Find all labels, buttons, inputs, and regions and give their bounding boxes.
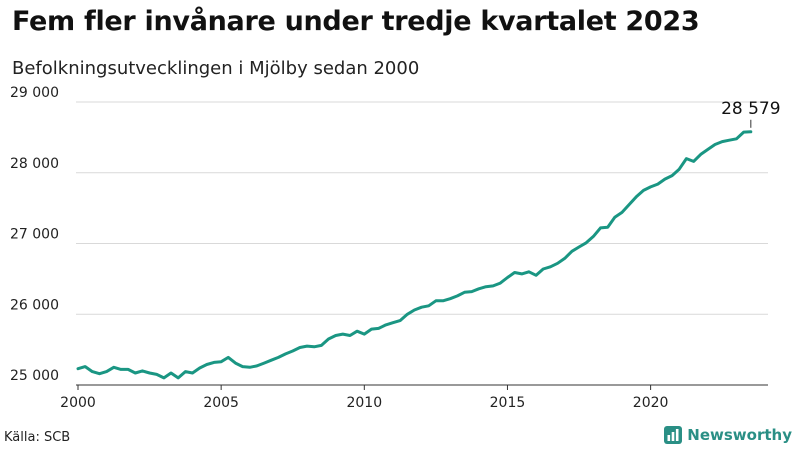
- x-axis: 2000 2005 2010 2015 2020: [60, 384, 768, 411]
- brand-name: Newsworthy: [687, 426, 792, 444]
- x-tick-label: 2005: [203, 395, 239, 411]
- annotation-group: 28 579: [721, 99, 781, 128]
- x-tick-label: 2020: [633, 395, 669, 411]
- gridlines: [76, 101, 768, 386]
- x-tick-label: 2015: [490, 395, 526, 411]
- chart-title: Fem fler invånare under tredje kvartalet…: [12, 6, 700, 37]
- y-tick-label: 28 000: [10, 156, 59, 172]
- y-tick-label: 27 000: [10, 227, 59, 243]
- y-tick-label: 25 000: [10, 368, 59, 384]
- annotation-label: 28 579: [721, 99, 780, 119]
- x-tick-label: 2010: [346, 395, 382, 411]
- chart-bars-icon: [664, 426, 683, 444]
- series-group: [76, 130, 753, 380]
- population-line: [76, 130, 753, 380]
- y-axis-ticks: 25 000 26 000 27 000 28 000 29 000: [10, 85, 59, 384]
- y-tick-label: 29 000: [10, 85, 59, 101]
- x-tick-label: 2000: [60, 395, 96, 411]
- y-tick-label: 26 000: [10, 297, 59, 313]
- chart-subtitle: Befolkningsutvecklingen i Mjölby sedan 2…: [12, 58, 420, 79]
- brand-logo[interactable]: Newsworthy: [664, 426, 792, 444]
- source-note: Källa: SCB: [4, 430, 71, 445]
